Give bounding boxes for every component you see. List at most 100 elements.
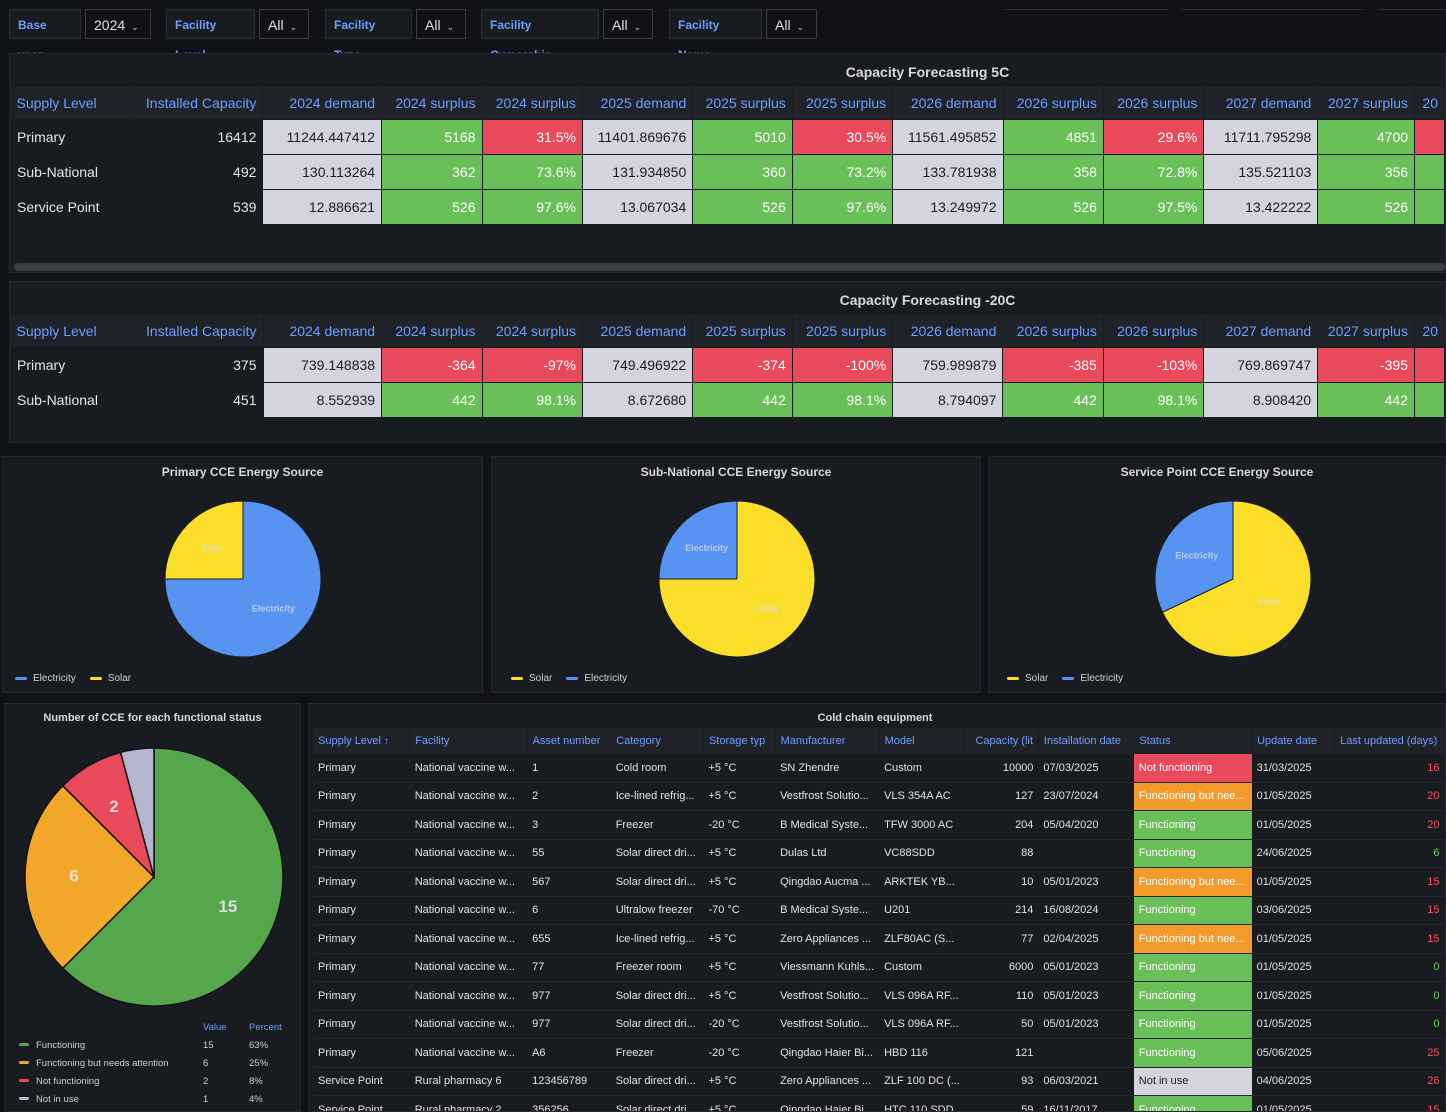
pie-slice[interactable] [1161,500,1312,658]
table-cell: 07/03/2025 [1038,754,1134,783]
panel-title: Capacity Forecasting 5C [845,64,1010,80]
table-cell: Primary [313,924,410,954]
pie-slice[interactable] [658,500,816,658]
column-header[interactable]: 2026 surplus [1103,87,1205,120]
column-header[interactable]: Supply Level [10,315,134,348]
table-cell: 25 [1334,1038,1445,1068]
column-header[interactable]: Model [879,728,966,754]
column-header[interactable]: Supply Level [10,87,134,120]
filter-select[interactable]: All ⌄ [416,9,466,39]
table-cell: Custom [879,754,965,783]
table-cell: 97.6% [481,189,583,225]
pie-slice[interactable] [164,500,244,580]
legend-row[interactable]: Not functioning 2 8% [15,1072,286,1090]
column-header[interactable]: Installed Capacity [133,315,264,348]
column-header[interactable]: Storage typ [703,728,776,754]
table-cell: 98.1% [481,382,584,418]
column-header[interactable]: 2027 demand [1203,87,1319,120]
table-cell: -20 °C [703,1010,776,1039]
table-cell: +5 °C [703,867,776,897]
legend-header-percent[interactable]: Percent [249,1021,282,1033]
column-header[interactable]: Installed Capacity [133,87,264,120]
legend-item[interactable]: Solar [89,673,131,684]
column-header[interactable]: 2025 surplus [692,315,793,348]
column-header[interactable]: Facility [409,728,528,754]
column-header-label: Category [616,735,661,747]
column-header[interactable]: 2027 demand [1203,315,1319,348]
legend-item[interactable]: Solar [1007,673,1048,684]
legend-item[interactable]: Electricity [15,673,76,684]
table-cell: Primary [313,839,410,868]
table-cell: Ice-lined refrig... [610,782,704,811]
column-header[interactable]: 2026 surplus [1103,315,1205,348]
column-header[interactable]: 2026 surplus [1002,315,1104,348]
table-cell: 10 [964,867,1039,897]
table-cell: Freezer [610,1038,704,1068]
column-header[interactable]: 2026 demand [892,315,1004,348]
column-header[interactable]: 2027 surplus [1317,315,1415,348]
legend-header-value[interactable]: Value [203,1021,227,1033]
table-cell: Ice-lined refrig... [610,924,704,954]
column-header[interactable]: 2025 surplus [692,87,793,120]
pie-slice[interactable] [24,784,156,970]
column-header[interactable]: 20 [1414,315,1445,348]
column-header[interactable]: 2025 surplus [792,315,894,348]
table-cell: Primary [313,953,410,982]
column-header[interactable]: 2024 demand [263,315,383,348]
column-header[interactable]: 2027 surplus [1317,87,1416,120]
filter-select[interactable]: All ⌄ [259,9,309,39]
legend-row[interactable]: Functioning 15 63% [15,1036,286,1054]
table-cell: 356 [1317,154,1416,190]
column-header[interactable]: 2024 surplus [381,87,483,120]
legend-label: Functioning [36,1039,86,1051]
table-cell: 759.989879 [892,347,1004,383]
filter-select[interactable]: All ⌄ [603,9,653,39]
table-cell: Solar direct dri... [610,981,704,1011]
legend-label: Solar [1025,673,1049,684]
filter-value: All [775,17,791,33]
legend-row[interactable]: Functioning but needs attention 6 25% [15,1054,286,1072]
legend-row[interactable]: Not in use 1 4% [15,1090,286,1108]
legend-item[interactable]: Electricity [566,673,627,684]
column-header[interactable]: Category [610,728,704,754]
pie-slice[interactable] [119,747,155,878]
column-header[interactable]: 2026 demand [892,87,1004,120]
table-cell: 77 [964,924,1039,954]
column-header[interactable]: Capacity (lit [964,728,1039,754]
legend-item[interactable]: Electricity [1062,673,1123,684]
column-header[interactable]: Installation date [1038,728,1135,754]
column-header[interactable]: 2025 demand [582,315,694,348]
column-header[interactable]: 2026 surplus [1003,87,1104,120]
column-header[interactable]: Supply Level ↑ [313,728,411,754]
filter-select[interactable]: All ⌄ [766,9,817,39]
slice-label: Electricity [1175,550,1218,560]
table-cell: 358 [1002,154,1104,190]
pie-slice[interactable] [1154,500,1234,613]
column-header[interactable]: Last updated (days) [1334,728,1445,754]
column-header[interactable]: 20 [1414,87,1445,120]
horizontal-scrollbar[interactable] [14,263,1445,271]
column-header[interactable]: Update date [1251,728,1336,754]
status-legend-table: Value Percent Functioning 15 63% Functioning … [15,1018,286,1108]
table-cell: 8.672680 [582,382,694,418]
legend-item[interactable]: Solar [511,673,552,684]
table-cell: Solar direct dri... [610,1095,704,1111]
table-cell: Vestfrost Solutio... [775,782,880,811]
pie-slice[interactable] [164,500,322,658]
toolbar-divider [1182,9,1364,10]
table-cell: B Medical Syste... [775,896,880,925]
column-header[interactable]: 2025 surplus [792,87,894,120]
column-header[interactable]: 2024 demand [262,87,383,120]
column-header[interactable]: 2024 surplus [482,315,584,348]
pie-slice[interactable] [61,747,284,1007]
column-header[interactable]: Asset number [527,728,612,754]
column-header[interactable]: 2024 surplus [482,87,583,120]
table-cell: 15 [1334,896,1445,925]
column-header[interactable]: Manufacturer [775,728,880,754]
column-header[interactable]: 2024 surplus [381,315,483,348]
column-header[interactable]: 2025 demand [582,87,694,120]
column-header[interactable]: Status [1133,728,1253,754]
filter-select[interactable]: 2024 ⌄ [85,9,151,39]
table-cell: 110 [964,981,1039,1011]
pie-slice[interactable] [658,500,738,580]
